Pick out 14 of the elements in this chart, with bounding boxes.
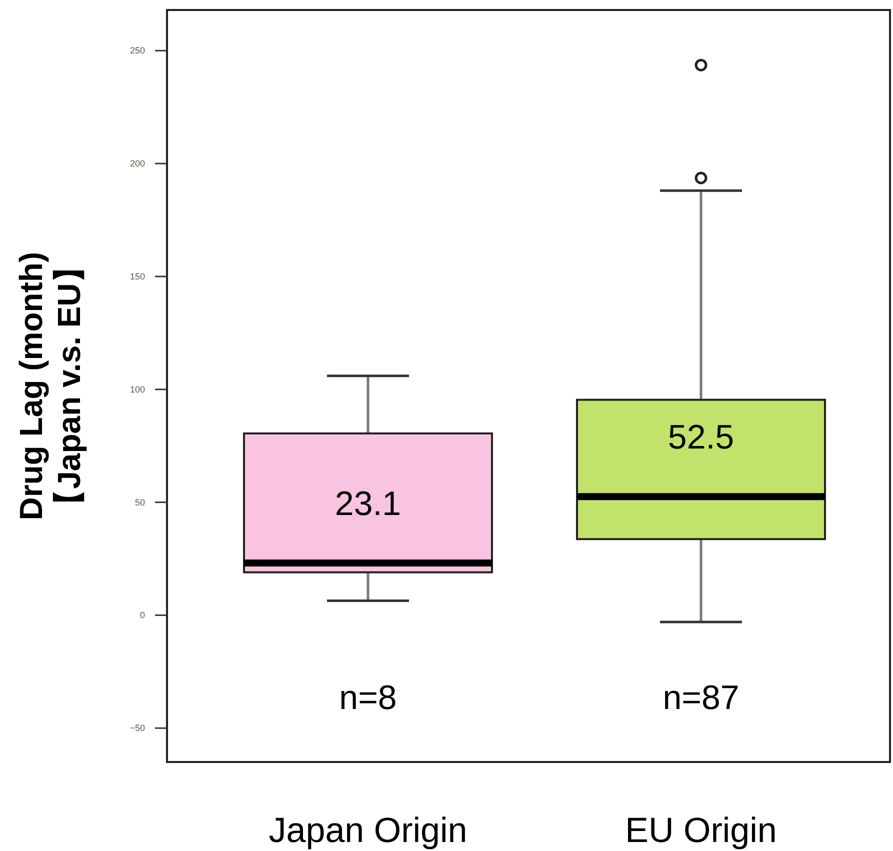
y-tick-label: 100: [130, 384, 145, 394]
annotation: 52.5: [668, 418, 734, 457]
y-tick-label: 200: [130, 158, 145, 169]
y-tick-label: 250: [130, 46, 145, 56]
annotation: n=8: [339, 679, 397, 717]
annotation: 23.1: [334, 485, 402, 524]
y-axis-title: Drug Lag (month) 【Japan v.s. EU】: [13, 251, 87, 521]
x-tick-label: Japan Origin: [268, 811, 468, 850]
y-tick-label: 150: [130, 271, 145, 282]
y-tick-label: 0: [140, 610, 145, 620]
y-tick-label: 50: [134, 497, 145, 508]
x-tick-label: EU Origin: [625, 811, 777, 850]
y-tick-label: −50: [130, 723, 145, 734]
annotation: n=87: [662, 679, 740, 717]
